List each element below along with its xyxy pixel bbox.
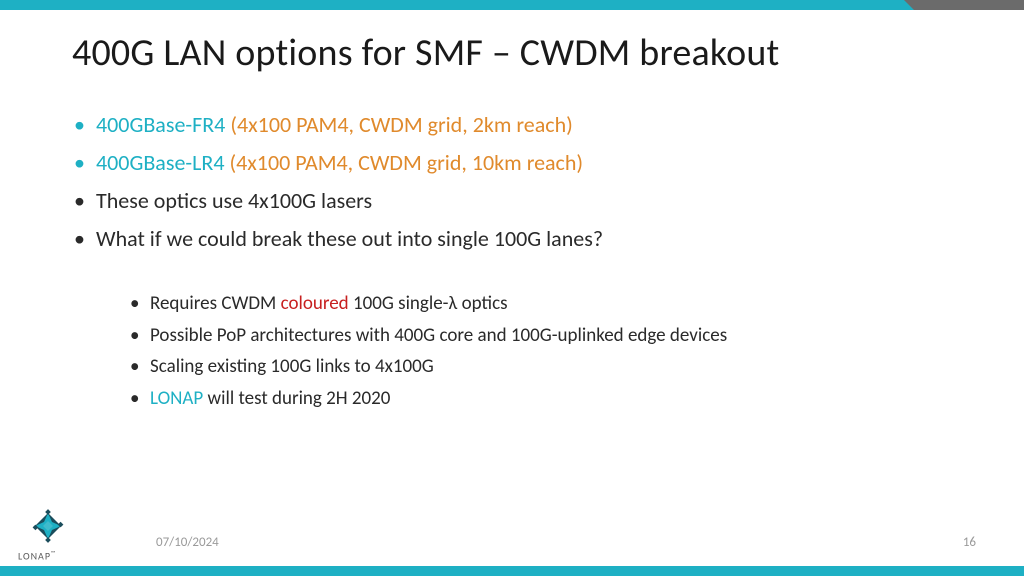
list-item: Requires CWDM coloured 100G single-λ opt…	[130, 290, 952, 318]
top-accent-bar	[0, 0, 1024, 10]
footer-page-number: 16	[963, 535, 976, 550]
list-item: LONAP will test during 2H 2020	[130, 385, 952, 413]
slide-content: 400GBase-FR4 (4x100 PAM4, CWDM grid, 2km…	[72, 108, 952, 417]
lonap-logo-text: LONAP™	[18, 549, 56, 562]
text-run: coloured	[281, 292, 349, 315]
list-item: 400GBase-FR4 (4x100 PAM4, CWDM grid, 2km…	[72, 108, 952, 142]
list-item: Scaling existing 100G links to 4x100G	[130, 353, 952, 381]
text-run: LONAP	[150, 387, 203, 410]
slide: 400G LAN options for SMF – CWDM breakout…	[0, 0, 1024, 576]
footer-date: 07/10/2024	[156, 535, 219, 550]
logo-label: LONAP	[18, 549, 51, 562]
list-item: 400GBase-LR4 (4x100 PAM4, CWDM grid, 10k…	[72, 146, 952, 180]
text-run: 400GBase-LR4	[96, 149, 229, 176]
bullet-list-level2: Requires CWDM coloured 100G single-λ opt…	[130, 290, 952, 412]
logo-tm: ™	[51, 549, 56, 557]
text-run: (4x100 PAM4, CWDM grid, 10km reach)	[229, 149, 583, 176]
text-run: (4x100 PAM4, CWDM grid, 2km reach)	[230, 111, 572, 138]
text-run: Possible PoP architectures with 400G cor…	[150, 324, 727, 347]
bottom-accent-bar	[0, 566, 1024, 576]
list-item: Possible PoP architectures with 400G cor…	[130, 322, 952, 350]
top-accent-bar-gray	[914, 0, 1024, 10]
text-run: What if we could break these out into si…	[96, 225, 603, 252]
text-run: These optics use 4x100G lasers	[96, 187, 372, 214]
text-run: 100G single-λ optics	[349, 292, 508, 315]
text-run: Scaling existing 100G links to 4x100G	[150, 355, 434, 378]
text-run: Requires CWDM	[150, 292, 281, 315]
slide-title: 400G LAN options for SMF – CWDM breakout	[72, 30, 779, 76]
list-item: What if we could break these out into si…	[72, 222, 952, 412]
text-run: 400GBase-FR4	[96, 111, 230, 138]
list-item: These optics use 4x100G lasers	[72, 184, 952, 218]
bullet-list-level1: 400GBase-FR4 (4x100 PAM4, CWDM grid, 2km…	[72, 108, 952, 413]
text-run: will test during 2H 2020	[203, 387, 390, 410]
